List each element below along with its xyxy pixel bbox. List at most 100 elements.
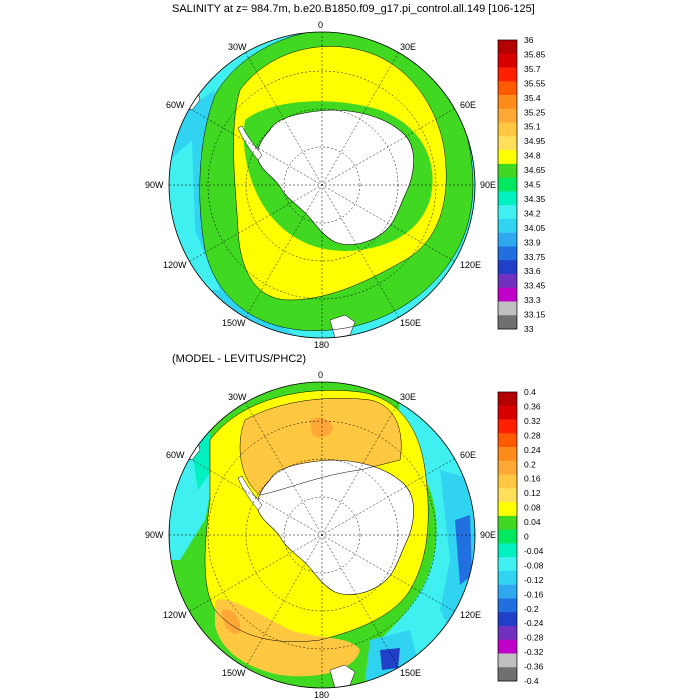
salinity-map — [168, 31, 476, 339]
colorbar-swatch — [498, 488, 517, 503]
lon-label-90w: 90W — [145, 530, 164, 540]
colorbar-swatch — [498, 40, 517, 55]
lon-label-120e: 120E — [460, 610, 481, 620]
colorbar-swatch — [498, 405, 517, 420]
colorbar-tick-label: 34.05 — [524, 223, 546, 233]
colorbar-tick-label: 34.8 — [524, 151, 541, 161]
colorbar-swatch — [498, 392, 517, 407]
colorbar-tick-label: 0.28 — [524, 430, 541, 440]
colorbar-swatch — [498, 273, 517, 289]
lon-label-120e: 120E — [460, 260, 481, 270]
colorbar-tick-label: 34.65 — [524, 165, 546, 175]
colorbar-swatch — [498, 598, 517, 613]
colorbar-swatch — [498, 246, 517, 261]
colorbar-swatch — [498, 163, 517, 178]
colorbar-tick-label: -0.16 — [524, 589, 544, 599]
lon-label-0: 0 — [318, 370, 323, 380]
colorbar-swatch — [498, 625, 517, 641]
colorbar-tick-label: 35.85 — [524, 49, 546, 59]
colorbar-frame — [497, 391, 518, 682]
lon-label-120w: 120W — [163, 610, 187, 620]
colorbar-tick-label: 34.95 — [524, 136, 546, 146]
colorbar-swatch — [498, 136, 517, 151]
colorbar-swatch — [498, 301, 517, 316]
colorbar-swatch — [498, 543, 517, 558]
colorbar-tick-label: 0.08 — [524, 503, 541, 513]
colorbar-tick-label: 33 — [524, 324, 534, 334]
difference-colorbar: 0.4 0.36 0.32 0.28 0.24 0.2 0.16 0.12 0.08 0.04 0 -… — [497, 387, 544, 686]
colorbar-tick-label: 35.4 — [524, 93, 541, 103]
lon-label-150e: 150E — [400, 668, 421, 678]
colorbar-tick-label: 36 — [524, 35, 534, 45]
colorbar-tick-label: 33.15 — [524, 310, 546, 320]
lon-label-150e: 150E — [400, 318, 421, 328]
lon-label-90e: 90E — [480, 180, 496, 190]
colorbar-tick-label: 0.24 — [524, 445, 541, 455]
colorbar-tick-label: 35.1 — [524, 122, 541, 132]
colorbar-swatch — [498, 612, 517, 627]
colorbar-swatch — [498, 502, 517, 517]
colorbar-tick-label: -0.2 — [524, 604, 539, 614]
colorbar-swatch — [498, 639, 517, 654]
colorbar-swatch — [498, 53, 517, 68]
lon-label-120w: 120W — [163, 260, 187, 270]
colorbar-tick-label: 35.55 — [524, 78, 546, 88]
colorbar-tick-label: 0.4 — [524, 387, 536, 397]
colorbar-swatch — [498, 419, 517, 434]
colorbar-swatch — [498, 122, 517, 137]
lon-label-180: 180 — [314, 340, 329, 350]
colorbar-swatch — [498, 218, 517, 233]
colorbar-frame — [497, 39, 518, 330]
difference-map — [168, 381, 476, 689]
lon-label-60e: 60E — [460, 100, 476, 110]
colorbar-tick-label: 0.04 — [524, 517, 541, 527]
colorbar-swatch — [498, 447, 517, 462]
colorbar-tick-label: -0.4 — [524, 676, 539, 686]
colorbar-tick-label: -0.32 — [524, 647, 544, 657]
colorbar-tick-label: 33.3 — [524, 295, 541, 305]
colorbar-tick-label: 33.45 — [524, 281, 546, 291]
colorbar-tick-label: 35.7 — [524, 64, 541, 74]
colorbar-tick-label: 33.75 — [524, 252, 546, 262]
colorbar-tick-label: -0.24 — [524, 618, 544, 628]
difference-map-title: (MODEL - LEVITUS/PHC2) — [172, 353, 307, 365]
lon-label-150w: 150W — [222, 318, 246, 328]
colorbar-tick-label: 0 — [524, 532, 529, 542]
colorbar-tick-label: 0.12 — [524, 488, 541, 498]
salinity-colorbar: 36 35.85 35.7 35.55 35.4 35.25 35.1 34.95 34.8 34… — [497, 35, 546, 334]
colorbar-tick-label: 35.25 — [524, 107, 546, 117]
colorbar-swatch — [498, 433, 517, 448]
colorbar-tick-label: 34.35 — [524, 194, 546, 204]
lon-label-0: 0 — [318, 20, 323, 30]
salinity-map-lon-labels: 0 30E 60E 90E 120E 150E 180 150W 120W 90… — [145, 20, 496, 350]
colorbar-swatch — [498, 205, 517, 220]
colorbar-swatch — [498, 95, 517, 110]
colorbar-tick-label: -0.36 — [524, 662, 544, 672]
salinity-map-title: SALINITY at z= 984.7m, b.e20.B1850.f09_g… — [172, 3, 535, 15]
colorbar-swatch — [498, 191, 517, 206]
colorbar-tick-label: 0.32 — [524, 416, 541, 426]
colorbar-swatch — [498, 81, 517, 96]
colorbar-swatch — [498, 108, 517, 123]
colorbar-tick-label: 33.9 — [524, 237, 541, 247]
colorbar-swatch — [498, 570, 517, 585]
colorbar-swatch — [498, 315, 517, 330]
lon-label-60w: 60W — [166, 100, 185, 110]
colorbar-tick-label: -0.12 — [524, 575, 544, 585]
lon-label-90w: 90W — [145, 180, 164, 190]
colorbar-tick-label: 34.2 — [524, 208, 541, 218]
lon-label-30w: 30W — [228, 42, 247, 52]
lon-label-30e: 30E — [400, 392, 416, 402]
colorbar-swatch — [498, 557, 517, 572]
colorbar-swatch — [498, 177, 517, 192]
colorbar-tick-label: 0.16 — [524, 474, 541, 484]
colorbar-tick-label: -0.28 — [524, 633, 544, 643]
lon-label-150w: 150W — [222, 668, 246, 678]
colorbar-tick-label: 34.5 — [524, 180, 541, 190]
lon-label-60w: 60W — [166, 450, 185, 460]
lon-label-30e: 30E — [400, 42, 416, 52]
colorbar-swatch — [498, 460, 517, 475]
difference-map-lon-labels: 0 30E 60E 90E 120E 150E 180 150W 120W 90… — [145, 370, 496, 700]
colorbar-swatch — [498, 529, 517, 544]
colorbar-swatch — [498, 67, 517, 82]
